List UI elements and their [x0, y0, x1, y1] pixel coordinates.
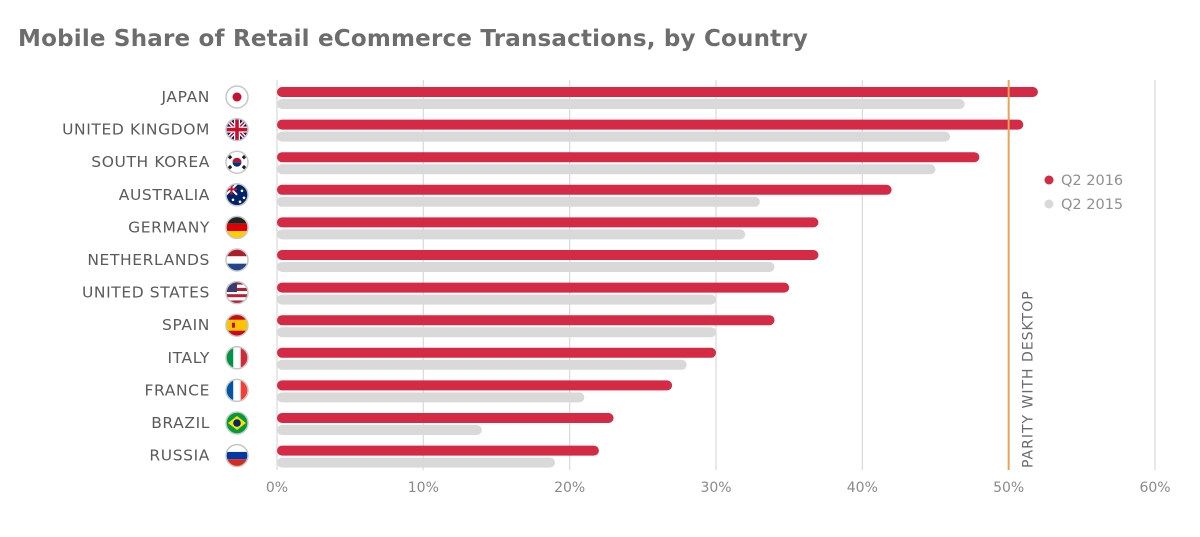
- legend-label: Q2 2016: [1061, 173, 1123, 189]
- category-label: UNITED KINGDOM: [62, 121, 210, 139]
- category-label: SPAIN: [162, 316, 210, 334]
- bar-q2-2015: [277, 327, 716, 338]
- bar-q2-2015: [277, 229, 746, 240]
- x-tick-label: 40%: [847, 480, 878, 496]
- bar-q2-2016: [277, 119, 1024, 130]
- category-label: RUSSIA: [149, 447, 210, 465]
- bar-q2-2015: [277, 294, 716, 305]
- flag-icons: [225, 85, 249, 468]
- x-tick-label: 20%: [554, 480, 585, 496]
- legend: Q2 2016 Q2 2015: [1044, 173, 1123, 213]
- australia-flag-icon: [225, 183, 249, 207]
- bar-q2-2016: [277, 347, 716, 358]
- x-tick-label: 10%: [408, 480, 439, 496]
- south-korea-flag-icon: [225, 150, 249, 174]
- bar-q2-2016: [277, 217, 819, 228]
- italy-flag-icon: [225, 346, 249, 370]
- x-tick-labels: 0% 10% 20% 30% 40% 50% 60%: [266, 480, 1171, 496]
- bar-q2-2016: [277, 380, 673, 391]
- category-label: BRAZIL: [151, 414, 210, 432]
- legend-marker: [1044, 175, 1054, 185]
- japan-flag-icon: [225, 85, 249, 109]
- category-labels: JAPAN UNITED KINGDOM SOUTH KOREA AUSTRALIA G…: [62, 88, 210, 465]
- brazil-flag-icon: [225, 411, 249, 435]
- france-flag-icon: [225, 378, 249, 403]
- category-label: JAPAN: [161, 88, 210, 106]
- uk-flag-icon: [225, 117, 249, 142]
- category-label: SOUTH KOREA: [91, 153, 210, 171]
- bar-q2-2015: [277, 392, 585, 403]
- category-label: GERMANY: [128, 218, 210, 236]
- bar-q2-2016: [277, 152, 980, 163]
- x-tick-label: 50%: [993, 480, 1024, 496]
- category-label: UNITED STATES: [82, 284, 210, 302]
- bar-q2-2015: [277, 457, 556, 468]
- category-label: NETHERLANDS: [87, 251, 210, 269]
- legend-label: Q2 2015: [1061, 197, 1123, 213]
- bar-q2-2015: [277, 196, 760, 207]
- bar-q2-2016: [277, 184, 892, 195]
- usa-flag-icon: [225, 280, 249, 305]
- chart-title: Mobile Share of Retail eCommerce Transac…: [18, 26, 809, 52]
- bar-q2-2015: [277, 262, 775, 272]
- x-tick-label: 0%: [266, 480, 288, 496]
- category-label: ITALY: [168, 349, 210, 367]
- bars: [277, 87, 1038, 468]
- bar-q2-2016: [277, 413, 614, 423]
- germany-flag-icon: [225, 215, 249, 240]
- x-tick-label: 60%: [1139, 480, 1170, 496]
- category-label: AUSTRALIA: [119, 186, 210, 204]
- bar-q2-2015: [277, 99, 965, 109]
- bar-q2-2016: [277, 315, 775, 326]
- bar-q2-2015: [277, 164, 936, 175]
- legend-marker: [1044, 199, 1054, 209]
- reference-line-group: PARITY WITH DESKTOP: [1007, 80, 1037, 470]
- category-label: FRANCE: [145, 381, 210, 399]
- bar-q2-2015: [277, 131, 951, 142]
- bar-q2-2016: [277, 250, 819, 260]
- bar-q2-2016: [277, 282, 790, 293]
- spain-flag-icon: [225, 313, 249, 337]
- parity-label: PARITY WITH DESKTOP: [1021, 290, 1037, 468]
- x-tick-label: 30%: [700, 480, 731, 496]
- bar-q2-2015: [277, 359, 687, 370]
- bar-q2-2016: [277, 87, 1038, 97]
- netherlands-flag-icon: [225, 248, 249, 272]
- russia-flag-icon: [225, 443, 249, 468]
- bar-q2-2016: [277, 445, 599, 456]
- bar-q2-2015: [277, 425, 482, 435]
